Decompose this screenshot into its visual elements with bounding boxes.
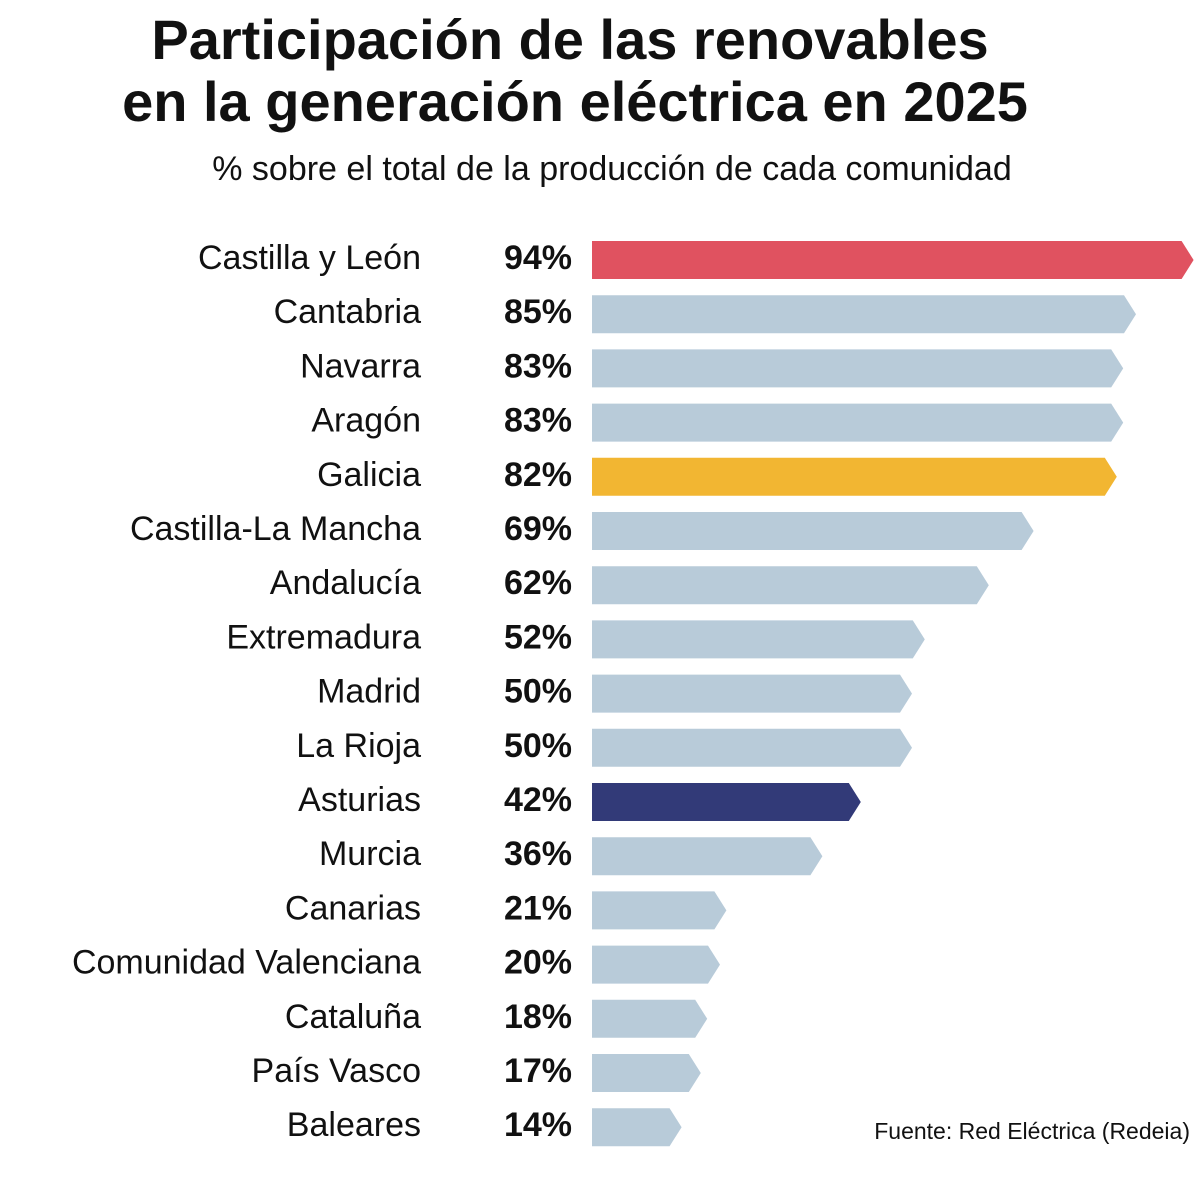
value-label: 50%	[504, 727, 572, 765]
category-label: Galicia	[317, 456, 421, 494]
value-label: 52%	[504, 618, 572, 656]
category-label: País Vasco	[252, 1052, 421, 1090]
bar	[592, 837, 823, 876]
value-label: 50%	[504, 673, 572, 711]
bar	[592, 999, 708, 1038]
chart-title: Participación de las renovables	[151, 8, 988, 71]
bar	[592, 945, 720, 984]
value-label: 42%	[504, 781, 572, 819]
chart-subtitle: % sobre el total de la producción de cad…	[212, 150, 1012, 188]
bar	[592, 295, 1136, 334]
value-label: 14%	[504, 1106, 572, 1144]
category-label: Aragón	[311, 402, 421, 440]
category-label: Madrid	[317, 673, 421, 711]
value-label: 83%	[504, 347, 572, 385]
bar	[592, 891, 727, 930]
category-label: Cataluña	[285, 998, 421, 1036]
bar	[592, 349, 1124, 388]
category-label: Cantabria	[274, 293, 422, 331]
value-label: 18%	[504, 998, 572, 1036]
value-label: 17%	[504, 1052, 572, 1090]
value-label: 82%	[504, 456, 572, 494]
bar	[592, 1108, 682, 1147]
category-label: Castilla-La Mancha	[130, 510, 421, 548]
bar	[592, 241, 1194, 279]
value-label: 85%	[504, 293, 572, 331]
bar	[592, 728, 912, 767]
bar	[592, 566, 989, 605]
value-label: 69%	[504, 510, 572, 548]
category-label: Extremadura	[226, 618, 421, 656]
value-label: 21%	[504, 889, 572, 927]
bar	[592, 512, 1034, 550]
bar	[592, 674, 912, 713]
category-label: Castilla y León	[198, 239, 421, 277]
category-label: La Rioja	[296, 727, 421, 765]
category-label: Navarra	[300, 347, 421, 385]
bar	[592, 403, 1124, 442]
category-label: Andalucía	[270, 564, 421, 602]
bar	[592, 620, 925, 659]
category-label: Asturias	[298, 781, 421, 819]
chart-title: en la generación eléctrica en 2025	[122, 70, 1028, 133]
value-label: 94%	[504, 239, 572, 277]
bar	[592, 783, 861, 821]
category-label: Comunidad Valenciana	[72, 944, 421, 982]
bar	[592, 457, 1117, 496]
category-label: Canarias	[285, 889, 421, 927]
value-label: 20%	[504, 944, 572, 982]
value-label: 62%	[504, 564, 572, 602]
bar	[592, 1054, 701, 1092]
category-label: Baleares	[287, 1106, 421, 1144]
value-label: 36%	[504, 835, 572, 873]
category-label: Murcia	[319, 835, 421, 873]
value-label: 83%	[504, 402, 572, 440]
source-note: Fuente: Red Eléctrica (Redeia)	[874, 1118, 1190, 1144]
